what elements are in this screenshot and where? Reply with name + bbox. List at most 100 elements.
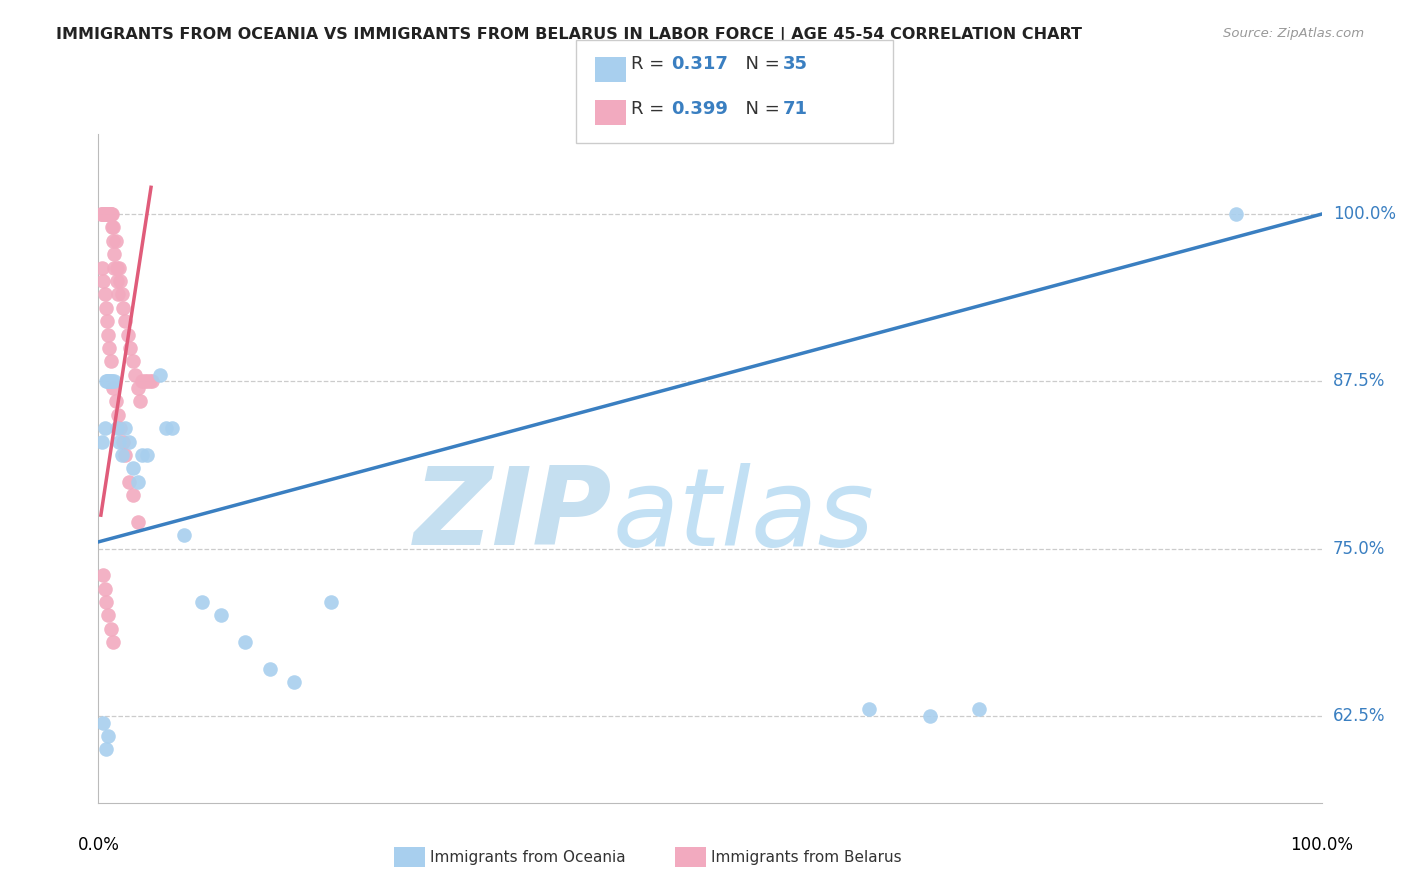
Text: IMMIGRANTS FROM OCEANIA VS IMMIGRANTS FROM BELARUS IN LABOR FORCE | AGE 45-54 CO: IMMIGRANTS FROM OCEANIA VS IMMIGRANTS FR… (56, 27, 1083, 43)
Text: 0.317: 0.317 (671, 55, 727, 73)
Point (319, 595, 342, 609)
Point (127, 475, 149, 489)
Point (105, 260, 128, 275)
Point (91, 568, 114, 582)
Point (118, 434, 141, 449)
Point (90, 207, 112, 221)
Point (121, 461, 143, 475)
Point (96, 207, 118, 221)
Point (96, 207, 118, 221)
Point (96, 375, 118, 389)
Point (93, 582, 115, 596)
Point (127, 515, 149, 529)
Point (94, 207, 117, 221)
Point (114, 314, 136, 328)
Point (91, 434, 114, 449)
Point (100, 375, 122, 389)
Point (121, 354, 143, 368)
Text: 0.0%: 0.0% (77, 837, 120, 855)
Point (920, 708, 942, 723)
Point (98, 207, 121, 221)
Point (117, 327, 139, 342)
Point (98, 207, 121, 221)
Point (107, 408, 129, 422)
Point (155, 421, 177, 435)
Text: Immigrants from Belarus: Immigrants from Belarus (711, 850, 903, 864)
Point (858, 702, 880, 716)
Point (91, 274, 114, 288)
Point (111, 287, 134, 301)
Text: Source: ZipAtlas.com: Source: ZipAtlas.com (1223, 27, 1364, 40)
Point (91, 715, 114, 730)
Point (160, 421, 183, 435)
Point (97, 375, 120, 389)
Point (94, 207, 117, 221)
Point (100, 207, 122, 221)
Point (136, 448, 159, 462)
Point (127, 381, 149, 395)
Point (97, 207, 120, 221)
Text: N =: N = (734, 100, 786, 118)
Point (103, 260, 125, 275)
Point (105, 421, 128, 435)
Text: 75.0%: 75.0% (1333, 540, 1385, 558)
Point (97, 327, 120, 342)
Point (967, 702, 990, 716)
Point (134, 375, 156, 389)
Point (139, 375, 162, 389)
Point (120, 341, 142, 355)
Text: 62.5%: 62.5% (1333, 706, 1385, 725)
Point (97, 608, 120, 623)
Point (173, 528, 195, 542)
Point (111, 434, 134, 449)
Point (100, 622, 122, 636)
Text: 100.0%: 100.0% (1333, 205, 1396, 223)
Point (114, 448, 136, 462)
Point (101, 375, 124, 389)
Point (108, 434, 131, 449)
Text: ZIP: ZIP (413, 462, 612, 568)
Point (131, 375, 153, 389)
Text: N =: N = (734, 55, 786, 73)
Point (94, 375, 117, 389)
Point (100, 354, 122, 368)
Text: R =: R = (631, 100, 671, 118)
Point (104, 234, 127, 248)
Point (96, 207, 118, 221)
Point (93, 207, 115, 221)
Text: Immigrants from Oceania: Immigrants from Oceania (430, 850, 626, 864)
Point (97, 207, 120, 221)
Point (98, 207, 121, 221)
Point (97, 207, 120, 221)
Point (108, 260, 131, 275)
Text: 35: 35 (783, 55, 808, 73)
Point (101, 381, 124, 395)
Point (94, 207, 117, 221)
Point (93, 287, 115, 301)
Point (283, 675, 305, 690)
Point (110, 274, 132, 288)
Point (101, 234, 124, 248)
Point (101, 220, 124, 235)
Text: R =: R = (631, 55, 671, 73)
Point (121, 488, 143, 502)
Point (141, 375, 163, 389)
Point (94, 742, 117, 756)
Text: 0.399: 0.399 (671, 100, 727, 118)
Point (124, 368, 146, 382)
Point (259, 662, 281, 676)
Point (93, 207, 115, 221)
Point (104, 394, 127, 409)
Point (129, 394, 152, 409)
Point (111, 301, 134, 315)
Point (97, 729, 120, 743)
Point (96, 207, 118, 221)
Point (114, 421, 136, 435)
Point (103, 375, 125, 389)
Point (149, 368, 172, 382)
Point (93, 207, 115, 221)
Point (105, 274, 128, 288)
Point (100, 207, 122, 221)
Point (111, 448, 134, 462)
Point (1225, 207, 1247, 221)
